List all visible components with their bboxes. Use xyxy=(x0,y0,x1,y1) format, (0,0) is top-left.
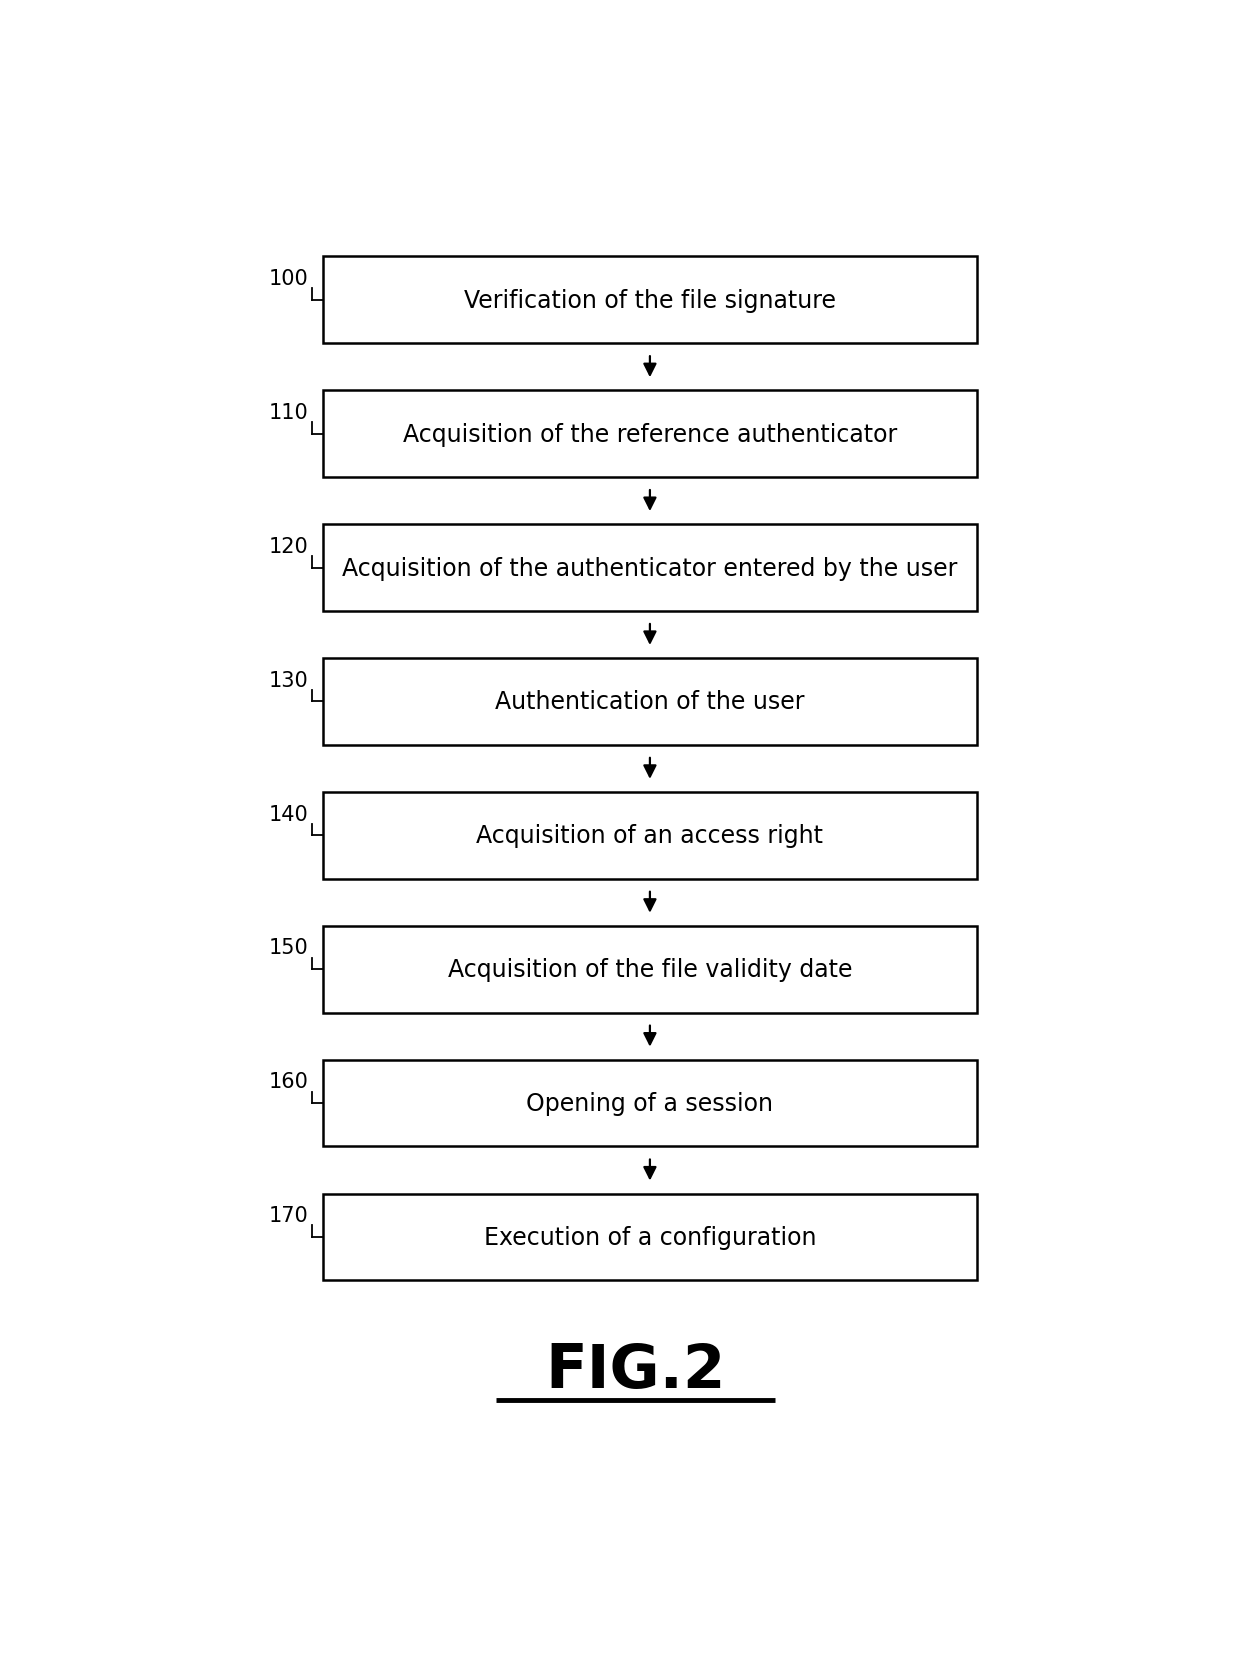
Text: 150: 150 xyxy=(269,938,309,958)
Bar xyxy=(324,257,977,344)
Text: 170: 170 xyxy=(269,1205,309,1225)
Bar xyxy=(324,525,977,611)
Text: Opening of a session: Opening of a session xyxy=(527,1091,774,1115)
Text: Acquisition of the file validity date: Acquisition of the file validity date xyxy=(448,958,852,981)
Text: 100: 100 xyxy=(269,268,309,290)
Bar xyxy=(324,1061,977,1147)
Text: 160: 160 xyxy=(269,1072,309,1092)
Text: Verification of the file signature: Verification of the file signature xyxy=(464,288,836,313)
Text: 140: 140 xyxy=(269,804,309,824)
Text: FIG.2: FIG.2 xyxy=(546,1342,725,1400)
Bar xyxy=(324,1193,977,1281)
Bar xyxy=(324,391,977,478)
Text: Execution of a configuration: Execution of a configuration xyxy=(484,1225,816,1250)
Bar xyxy=(324,793,977,879)
Text: Acquisition of the authenticator entered by the user: Acquisition of the authenticator entered… xyxy=(342,556,957,581)
Bar xyxy=(324,659,977,745)
Bar xyxy=(324,927,977,1013)
Text: Acquisition of the reference authenticator: Acquisition of the reference authenticat… xyxy=(403,422,897,447)
Text: 110: 110 xyxy=(269,402,309,422)
Text: 120: 120 xyxy=(269,536,309,556)
Text: 130: 130 xyxy=(269,670,309,690)
Text: Authentication of the user: Authentication of the user xyxy=(495,690,805,713)
Text: Acquisition of an access right: Acquisition of an access right xyxy=(476,824,823,847)
